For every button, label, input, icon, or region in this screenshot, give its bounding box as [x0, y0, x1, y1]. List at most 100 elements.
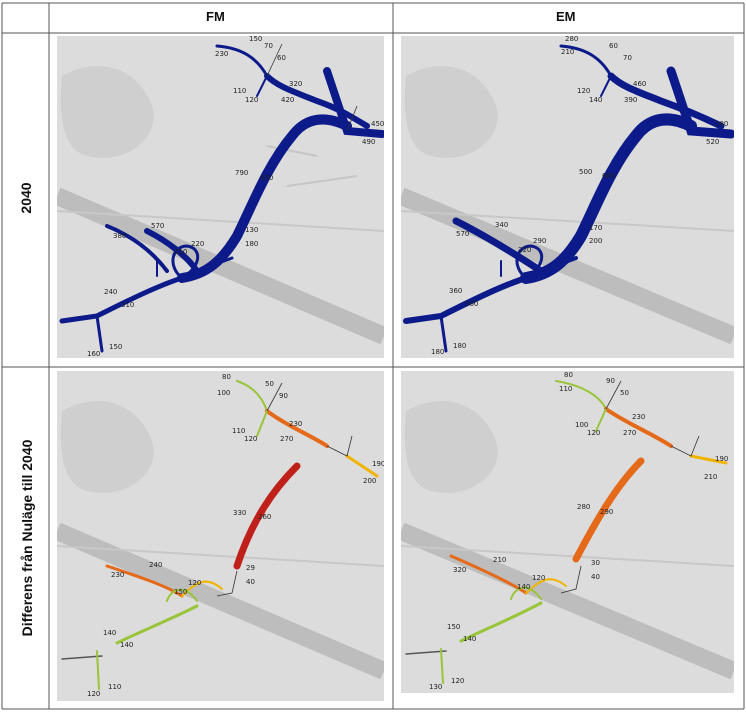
- map-label: 150: [109, 343, 122, 351]
- map-label: 60: [609, 42, 618, 50]
- traffic-volume-network: [403, 44, 734, 353]
- map-label: 190: [715, 455, 728, 463]
- map-label: 180: [245, 240, 258, 248]
- map-label: 110: [233, 87, 246, 95]
- row-label-2040: 2040: [18, 182, 34, 214]
- map-label: 130: [429, 683, 442, 691]
- map-label: 100: [217, 389, 230, 397]
- map-label: 420: [281, 96, 294, 104]
- map-em-2040: 280 210 60 70 460 390 120 140 580 520 50…: [401, 36, 734, 358]
- map-label: 140: [517, 583, 530, 591]
- map-label: 150: [447, 623, 460, 631]
- map-label: 70: [264, 42, 273, 50]
- map-label: 430: [260, 174, 273, 182]
- map-label: 50: [265, 380, 274, 388]
- column-header-em: EM: [556, 9, 576, 24]
- map-label: 50: [620, 389, 629, 397]
- map-label: 90: [606, 377, 615, 385]
- map-label: 280: [577, 503, 590, 511]
- map-label: 120: [587, 429, 600, 437]
- map-label: 120: [532, 574, 545, 582]
- row-label-differens: Differens från Nuläge till 2040: [19, 439, 35, 637]
- map-label: 140: [589, 96, 602, 104]
- map-label: 340: [495, 221, 508, 229]
- map-label: 390: [624, 96, 637, 104]
- map-label: 310: [121, 301, 134, 309]
- map-label: 100: [575, 421, 588, 429]
- map-label: 570: [456, 230, 469, 238]
- map-label: 460: [633, 80, 646, 88]
- map-label: 320: [289, 80, 302, 88]
- map-label: 120: [245, 96, 258, 104]
- map-label: 170: [589, 224, 602, 232]
- map-label: 230: [632, 413, 645, 421]
- map-label: 29: [246, 564, 255, 572]
- map-label: 280: [565, 36, 578, 43]
- map-label: 360: [449, 287, 462, 295]
- map-label: 120: [451, 677, 464, 685]
- map-label: 130: [245, 226, 258, 234]
- map-label: 60: [277, 54, 286, 62]
- map-label: 210: [704, 473, 717, 481]
- map-label: 180: [431, 348, 444, 356]
- map-label: 120: [577, 87, 590, 95]
- map-label: 570: [151, 222, 164, 230]
- map-label: 330: [233, 509, 246, 517]
- map-label: 180: [453, 342, 466, 350]
- traffic-volume-network: [59, 44, 384, 353]
- map-fm-diff: 80 100 50 90 230 270 110 120 190 200 330…: [57, 371, 384, 701]
- map-label: 410: [174, 248, 187, 256]
- map-label: 140: [463, 635, 476, 643]
- map-label: 450: [371, 120, 384, 128]
- map-label: 270: [280, 435, 293, 443]
- map-label: 140: [120, 641, 133, 649]
- map-label: 30: [591, 559, 600, 567]
- map-label: 110: [559, 385, 572, 393]
- map-label: 230: [289, 420, 302, 428]
- map-label: 80: [222, 373, 231, 381]
- map-label: 290: [533, 237, 546, 245]
- map-label: 150: [174, 588, 187, 596]
- map-label: 150: [249, 36, 262, 43]
- traffic-difference-network: [61, 380, 379, 690]
- map-label: 790: [235, 169, 248, 177]
- map-label: 270: [623, 429, 636, 437]
- map-label: 660: [602, 172, 615, 180]
- map-label: 300: [465, 300, 478, 308]
- column-header-fm: FM: [206, 9, 225, 24]
- map-label: 380: [113, 232, 126, 240]
- map-label: 320: [453, 566, 466, 574]
- map-label: 260: [258, 513, 271, 521]
- map-label: 120: [188, 579, 201, 587]
- map-label: 40: [246, 578, 255, 586]
- map-label: 90: [279, 392, 288, 400]
- map-label: 290: [600, 508, 613, 516]
- map-label: 160: [87, 350, 100, 358]
- map-label: 230: [111, 571, 124, 579]
- map-label: 200: [589, 237, 602, 245]
- map-label: 220: [191, 240, 204, 248]
- map-label: 70: [623, 54, 632, 62]
- map-label: 500: [579, 168, 592, 176]
- map-label: 580: [715, 120, 728, 128]
- map-label: 240: [149, 561, 162, 569]
- map-label: 320: [518, 246, 531, 254]
- map-label: 230: [215, 50, 228, 58]
- map-label: 520: [706, 138, 719, 146]
- map-label: 80: [564, 371, 573, 379]
- map-em-diff: 80 110 90 50 230 270 100 120 190 210 280…: [401, 371, 734, 693]
- map-label: 120: [87, 690, 100, 698]
- map-label: 110: [232, 427, 245, 435]
- map-label: 40: [591, 573, 600, 581]
- map-label: 110: [108, 683, 121, 691]
- map-label: 240: [104, 288, 117, 296]
- traffic-difference-network: [405, 380, 728, 684]
- map-label: 190: [372, 460, 384, 468]
- map-label: 210: [561, 48, 574, 56]
- map-label: 490: [362, 138, 375, 146]
- map-label: 120: [244, 435, 257, 443]
- map-label: 200: [363, 477, 376, 485]
- map-label: 210: [493, 556, 506, 564]
- map-label: 140: [103, 629, 116, 637]
